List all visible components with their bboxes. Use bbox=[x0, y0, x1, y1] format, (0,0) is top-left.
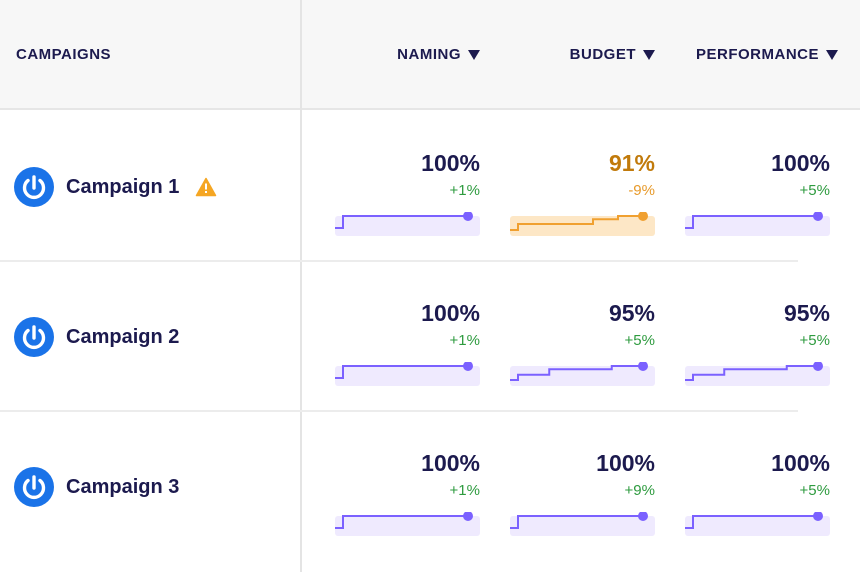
sparkline-end-dot bbox=[463, 362, 473, 371]
naming-metric: 100% +1% bbox=[330, 150, 480, 260]
metric-value: 100% bbox=[421, 300, 480, 326]
sparkline-band bbox=[685, 516, 830, 536]
campaign-name[interactable]: Campaign 1 bbox=[66, 176, 180, 198]
sparkline-band bbox=[510, 216, 655, 236]
sparkline-line bbox=[335, 515, 468, 529]
sparkline-band bbox=[335, 366, 480, 386]
caret-down-icon bbox=[643, 50, 655, 60]
budget-header-label: BUDGET bbox=[569, 46, 636, 63]
sparkline-line bbox=[335, 215, 468, 229]
campaign-logo-icon bbox=[14, 167, 54, 207]
sparkline-band bbox=[510, 516, 655, 536]
metric-value: 100% bbox=[421, 150, 480, 176]
metric-value: 91% bbox=[608, 150, 655, 176]
performance-metric: 95% +5% bbox=[680, 300, 830, 410]
budget-column-header[interactable]: BUDGET bbox=[570, 46, 655, 63]
budget-metric: 100% +9% bbox=[505, 450, 655, 560]
metric-change: +5% bbox=[624, 332, 655, 349]
sparkline-band bbox=[335, 216, 480, 236]
sparkline bbox=[685, 512, 830, 536]
metric-value: 95% bbox=[608, 300, 655, 326]
alert-triangle-icon bbox=[195, 177, 217, 197]
performance-header-label: PERFORMANCE bbox=[695, 46, 819, 63]
sparkline-end-dot bbox=[463, 512, 473, 521]
sparkline-band bbox=[685, 366, 830, 386]
sparkline-end-dot bbox=[463, 212, 473, 221]
metric-value: 95% bbox=[783, 300, 830, 326]
sparkline-line bbox=[510, 515, 643, 529]
sparkline-line bbox=[685, 215, 818, 229]
metric-change: +1% bbox=[449, 332, 480, 349]
metric-change: +5% bbox=[799, 482, 830, 499]
performance-metric: 100% +5% bbox=[680, 150, 830, 260]
sparkline bbox=[510, 512, 655, 536]
sparkline bbox=[510, 212, 655, 236]
row-divider bbox=[0, 260, 798, 262]
performance-metric: 100% +5% bbox=[680, 450, 830, 560]
campaign-name[interactable]: Campaign 2 bbox=[66, 326, 180, 348]
budget-metric: 95% +5% bbox=[505, 300, 655, 410]
campaign-logo-icon bbox=[14, 467, 54, 507]
sparkline-band bbox=[685, 216, 830, 236]
table-row[interactable]: Campaign 3 100% +1% 100% +9% 100% +5% bbox=[0, 412, 830, 562]
campaign-logo-icon bbox=[14, 317, 54, 357]
sparkline-line bbox=[685, 365, 818, 381]
table-header bbox=[0, 0, 860, 110]
metric-change: +9% bbox=[624, 482, 655, 499]
sparkline-line bbox=[335, 365, 468, 379]
metric-change: -9% bbox=[628, 182, 655, 199]
naming-metric: 100% +1% bbox=[330, 300, 480, 410]
naming-metric: 100% +1% bbox=[330, 450, 480, 560]
sparkline-line bbox=[510, 365, 643, 381]
sparkline-end-dot bbox=[813, 362, 823, 371]
sparkline-end-dot bbox=[813, 212, 823, 221]
sparkline-line bbox=[685, 515, 818, 529]
sparkline bbox=[335, 512, 480, 536]
sparkline-band bbox=[335, 516, 480, 536]
naming-column-header[interactable]: NAMING bbox=[397, 46, 480, 63]
sparkline bbox=[335, 212, 480, 236]
sparkline bbox=[685, 212, 830, 236]
sparkline bbox=[685, 362, 830, 386]
sparkline-end-dot bbox=[813, 512, 823, 521]
caret-down-icon bbox=[468, 50, 480, 60]
metric-change: +1% bbox=[449, 182, 480, 199]
naming-header-label: NAMING bbox=[397, 46, 461, 63]
metric-value: 100% bbox=[596, 450, 655, 476]
sparkline-line bbox=[510, 215, 643, 231]
column-divider bbox=[300, 0, 302, 572]
sparkline-end-dot bbox=[638, 362, 648, 371]
sparkline bbox=[510, 362, 655, 386]
sparkline-end-dot bbox=[638, 212, 648, 221]
sparkline-band bbox=[510, 366, 655, 386]
metric-value: 100% bbox=[421, 450, 480, 476]
table-row[interactable]: Campaign 1 100% +1% 91% -9% 100% +5% bbox=[0, 112, 830, 262]
metric-change: +5% bbox=[799, 182, 830, 199]
metric-change: +1% bbox=[449, 482, 480, 499]
caret-down-icon bbox=[826, 50, 838, 60]
sparkline-end-dot bbox=[638, 512, 648, 521]
table-row[interactable]: Campaign 2 100% +1% 95% +5% 95% +5% bbox=[0, 262, 830, 412]
performance-column-header[interactable]: PERFORMANCE bbox=[696, 46, 838, 63]
sparkline bbox=[335, 362, 480, 386]
metric-value: 100% bbox=[771, 450, 830, 476]
metric-value: 100% bbox=[771, 150, 830, 176]
campaign-name[interactable]: Campaign 3 bbox=[66, 476, 180, 498]
row-divider bbox=[0, 410, 798, 412]
campaigns-column-header[interactable]: CAMPAIGNS bbox=[16, 46, 112, 63]
metric-change: +5% bbox=[799, 332, 830, 349]
budget-metric: 91% -9% bbox=[505, 150, 655, 260]
